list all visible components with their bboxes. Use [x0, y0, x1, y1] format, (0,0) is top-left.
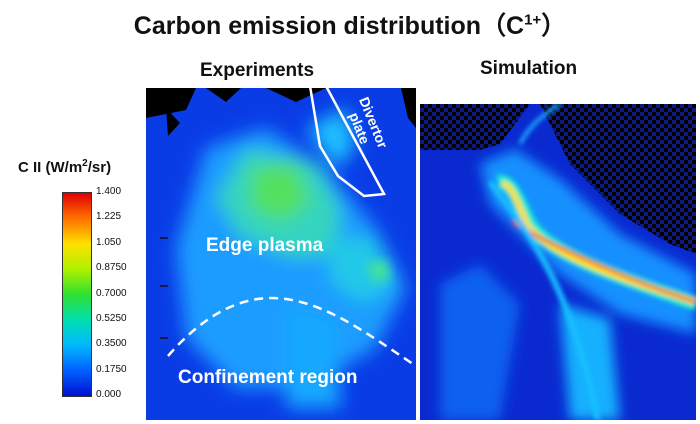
- edge-plasma-label: Edge plasma: [206, 235, 324, 256]
- colorbar-tick: 0.7000: [96, 287, 127, 299]
- colorbar-tick: 1.225: [96, 211, 122, 223]
- figure-title: Carbon emission distribution（C1+）: [0, 6, 700, 42]
- experiments-panel: Divertor plate Edge plasma Confinement r…: [146, 88, 416, 420]
- colorbar-tick: 0.1750: [96, 363, 127, 375]
- colorbar-tick: 1.050: [96, 236, 122, 248]
- colorbar-tick: 0.8750: [96, 262, 127, 274]
- colorbar-tick: 1.400: [96, 186, 122, 197]
- figure-title-text: Carbon emission distribution（C: [133, 12, 525, 40]
- colorbar-tick: 0.000: [96, 389, 122, 400]
- simulation-title: Simulation: [480, 58, 578, 79]
- confinement-region-label: Confinement region: [178, 367, 358, 388]
- colorbar-tick: 0.5250: [96, 312, 127, 324]
- colorbar-tick: 0.3500: [96, 338, 127, 350]
- colorbar-label: C II (W/m2/sr): [18, 158, 111, 176]
- figure-title-close: ）: [541, 12, 567, 40]
- simulation-map: [420, 104, 696, 420]
- experiments-map: [146, 88, 416, 420]
- colorbar-gradient: [62, 192, 92, 397]
- colorbar-label-pre: C II (W/m: [18, 159, 83, 176]
- figure-title-superscript: 1+: [524, 11, 542, 29]
- colorbar-label-sup: 2: [82, 158, 88, 169]
- colorbar-ticks: 1.400 1.225 1.050 0.8750 0.7000 0.5250 0.3500 0…: [96, 186, 156, 401]
- simulation-panel: [420, 104, 696, 420]
- experiments-title: Experiments: [200, 60, 315, 81]
- colorbar-label-post: /sr): [87, 159, 112, 176]
